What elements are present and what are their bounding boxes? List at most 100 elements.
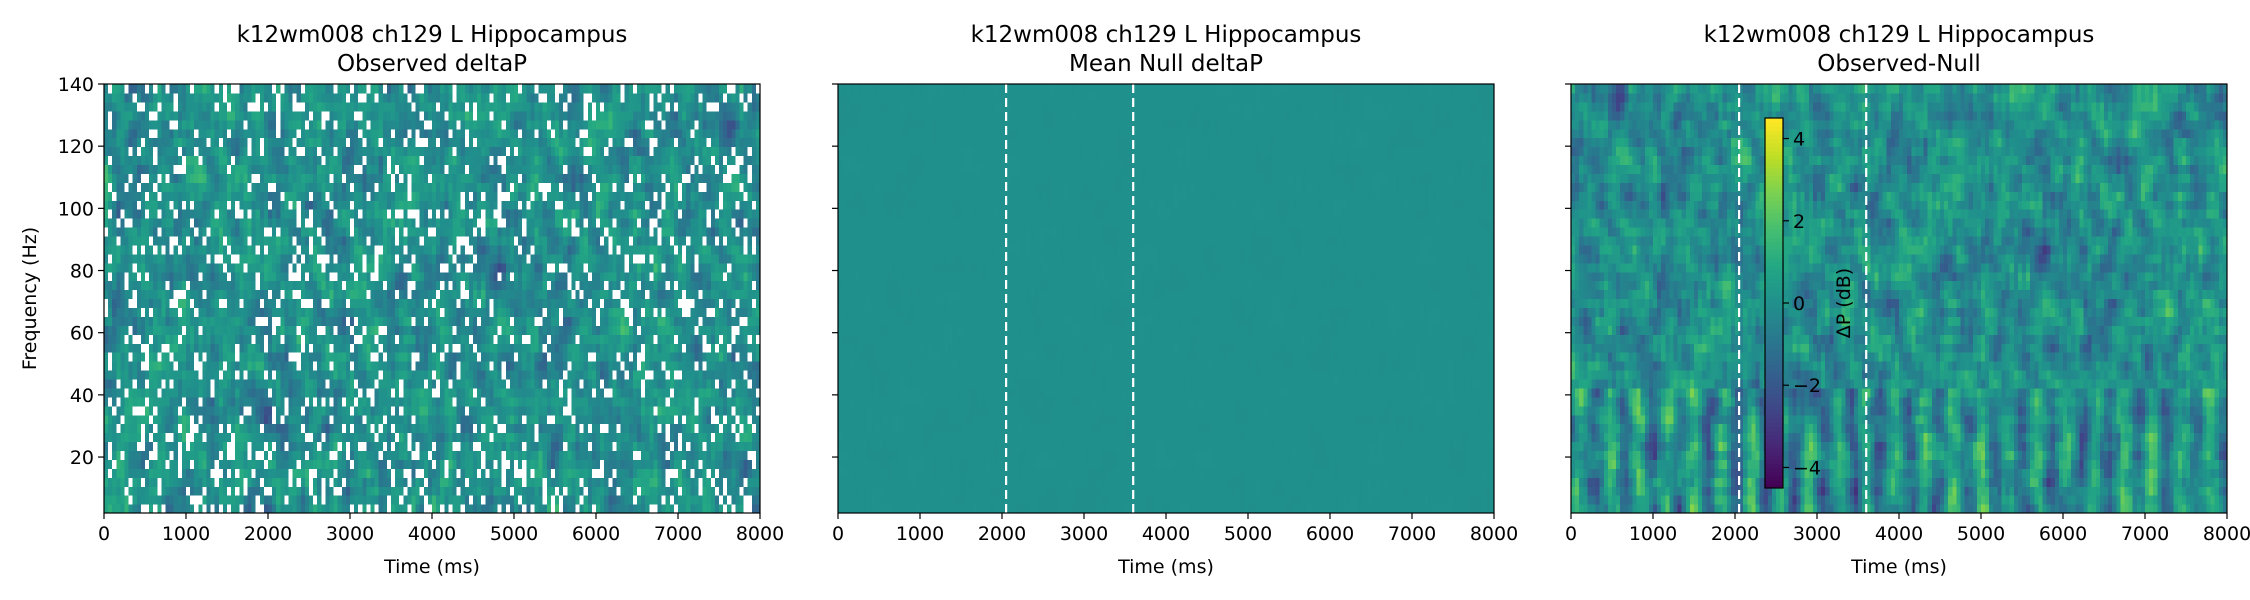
heatmap-cell: [587, 370, 593, 380]
heatmap-cell: [374, 423, 380, 434]
heatmap-cell: [505, 495, 511, 505]
heatmap-cell: [604, 280, 609, 291]
heatmap-cell: [575, 271, 581, 282]
heatmap-cell: [317, 459, 322, 469]
heatmap-cell: [489, 370, 495, 380]
heatmap-cell: [153, 361, 158, 371]
heatmap-cell: [222, 459, 228, 469]
heatmap-cell: [542, 468, 548, 478]
heatmap-cell: [292, 441, 298, 452]
heatmap-cell: [444, 289, 449, 300]
heatmap-cell: [530, 289, 536, 300]
heatmap-cell: [579, 235, 585, 246]
heatmap-cell: [616, 414, 622, 425]
heatmap-cell: [165, 432, 171, 443]
heatmap-cell: [251, 227, 257, 237]
heatmap-cell: [403, 450, 408, 460]
heatmap-cell: [145, 486, 150, 496]
heatmap-cell: [493, 414, 499, 425]
heatmap-cell: [268, 271, 273, 282]
heatmap-cell: [600, 378, 605, 389]
heatmap-cell: [616, 280, 622, 291]
heatmap-cell: [550, 486, 556, 496]
heatmap-cell: [735, 298, 741, 309]
heatmap-cell: [542, 495, 548, 505]
heatmap-cell: [423, 352, 429, 362]
heatmap-cell: [427, 280, 433, 291]
heatmap-cell: [407, 289, 413, 300]
heatmap-cell: [169, 387, 175, 398]
heatmap-cell: [727, 325, 732, 335]
heatmap-cell: [132, 352, 138, 362]
heatmap-cell: [124, 325, 130, 335]
heatmap-cell: [735, 405, 741, 416]
heatmap-cell: [227, 486, 232, 496]
heatmap-cell: [501, 486, 507, 496]
heatmap-cell: [354, 253, 359, 264]
heatmap-cell: [575, 486, 581, 496]
heatmap-cell: [423, 405, 429, 416]
heatmap-cell: [641, 459, 646, 469]
heatmap-cell: [678, 334, 683, 344]
heatmap-cell: [403, 396, 408, 407]
heatmap-cell: [534, 262, 540, 273]
heatmap-cell: [198, 486, 203, 496]
heatmap-cell: [288, 477, 294, 487]
heatmap-cell: [276, 262, 281, 273]
heatmap-cell: [292, 459, 298, 469]
heatmap-cell: [210, 378, 216, 389]
heatmap-cell: [104, 343, 109, 353]
heatmap-cell: [247, 316, 253, 326]
heatmap-cell: [173, 423, 179, 434]
heatmap-cell: [727, 396, 732, 407]
heatmap-cell: [665, 441, 671, 452]
heatmap-cell: [608, 432, 613, 443]
heatmap-cell: [165, 307, 171, 317]
heatmap-cell: [657, 289, 663, 300]
heatmap-cell: [288, 423, 294, 434]
heatmap-cell: [227, 361, 232, 371]
heatmap-cell: [231, 441, 236, 452]
heatmap-cell: [649, 495, 654, 505]
heatmap-cell: [284, 405, 290, 416]
heatmap-cell: [165, 396, 171, 407]
heatmap-cell: [341, 298, 347, 309]
heatmap-cell: [239, 370, 244, 380]
heatmap-cell: [731, 271, 736, 282]
heatmap-cell: [210, 396, 216, 407]
heatmap-cell: [669, 370, 675, 380]
heatmap-cell: [489, 334, 495, 344]
heatmap-cell: [591, 459, 597, 469]
heatmap-cell: [509, 307, 515, 317]
heatmap-cell: [325, 495, 331, 505]
heatmap-cell: [583, 504, 589, 514]
heatmap-cell: [493, 289, 499, 300]
heatmap-cell: [723, 352, 728, 362]
heatmap-cell: [612, 253, 618, 264]
heatmap-cell: [624, 334, 630, 344]
heatmap-cell: [526, 334, 531, 344]
heatmap-cell: [419, 244, 425, 255]
heatmap-cell: [210, 387, 216, 398]
heatmap-cell: [120, 244, 126, 255]
heatmap-cell: [456, 477, 462, 487]
heatmap-cell: [645, 450, 650, 460]
heatmap-cell: [587, 334, 593, 344]
heatmap-cell: [399, 244, 404, 255]
heatmap-cell: [452, 468, 458, 478]
heatmap-cell: [419, 495, 425, 505]
heatmap-cell: [616, 361, 622, 371]
heatmap-cell: [309, 235, 314, 246]
heatmap-cell: [587, 271, 593, 282]
heatmap-cell: [653, 432, 659, 443]
heatmap-cell: [206, 459, 212, 469]
heatmap-cell: [710, 504, 716, 514]
heatmap-cell: [747, 244, 753, 255]
heatmap-cell: [563, 423, 568, 434]
heatmap-cell: [694, 495, 700, 505]
heatmap-cell: [128, 459, 134, 469]
heatmap-cell: [403, 432, 408, 443]
heatmap-cell: [186, 361, 191, 371]
heatmap-cell: [653, 477, 659, 487]
heatmap-cell: [218, 477, 224, 487]
